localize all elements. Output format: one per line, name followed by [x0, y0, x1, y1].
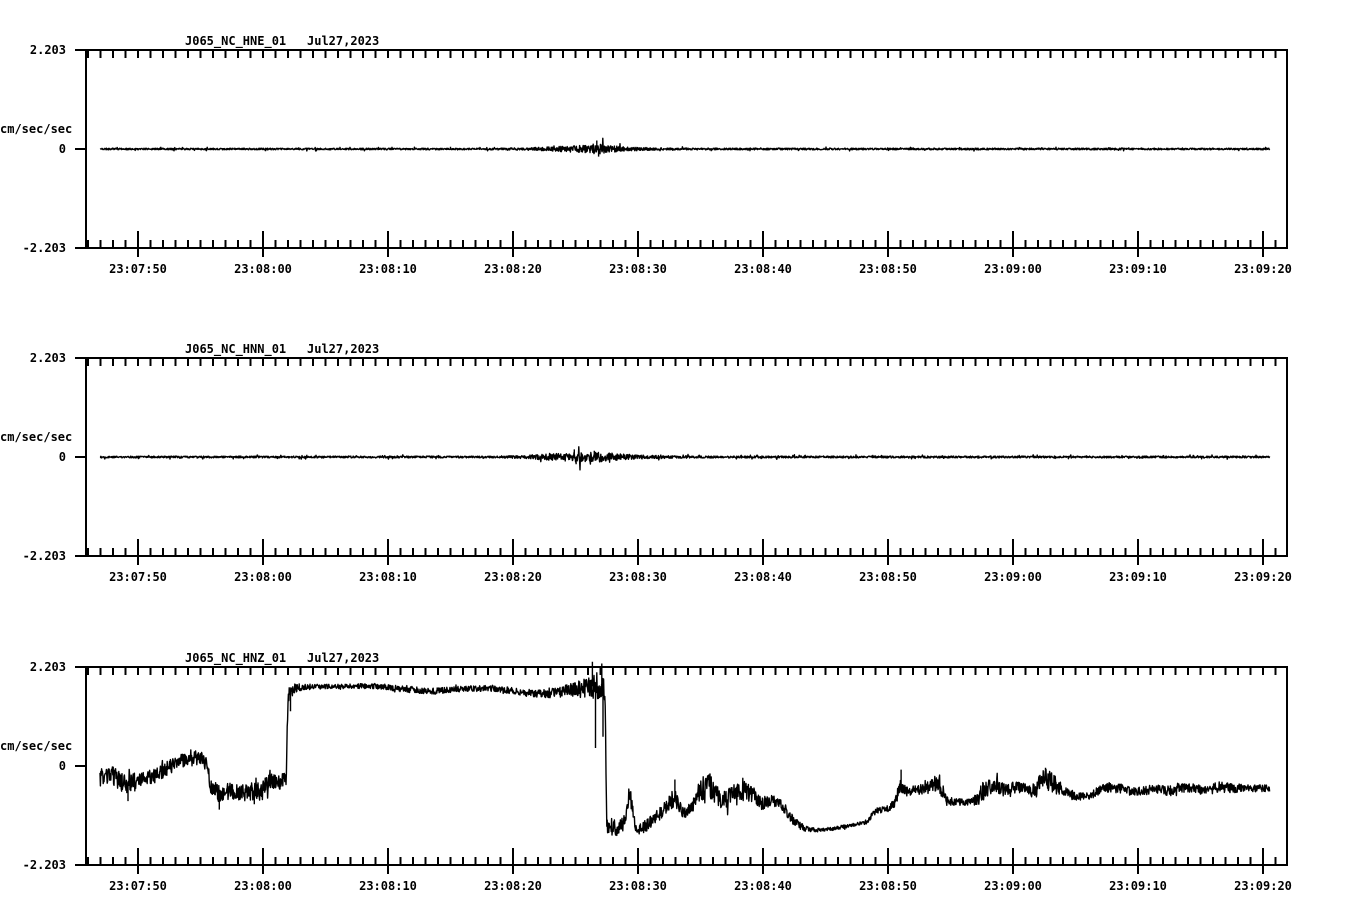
x-tick-label: 23:08:40 [734, 879, 792, 893]
x-tick-label: 23:07:50 [109, 262, 167, 276]
x-tick-label: 23:08:50 [859, 570, 917, 584]
y-tick-label-zero: 0 [58, 142, 66, 156]
seismogram-plot-hnz: J065_NC_HNZ_01 Jul27,2023 2.203 cm/sec/s… [0, 650, 1358, 896]
x-tick-label: 23:08:30 [609, 570, 667, 584]
x-tick-label: 23:08:00 [234, 262, 292, 276]
y-tick-label-zero: 0 [58, 759, 66, 773]
x-tick-label: 23:08:20 [484, 879, 542, 893]
y-tick-label-max: 2.203 [29, 43, 66, 57]
seismogram-plot-hne: J065_NC_HNE_01 Jul27,2023 2.203 cm/sec/s… [0, 33, 1358, 279]
waveform-canvas-hnn [75, 357, 1288, 565]
x-tick-label: 23:08:10 [359, 570, 417, 584]
waveform-canvas-hnz [75, 661, 1288, 874]
plot-title-date: Jul27,2023 [307, 651, 380, 665]
x-tick-label: 23:08:00 [234, 879, 292, 893]
x-tick-label: 23:09:20 [1234, 570, 1292, 584]
y-tick-label-min: -2.203 [22, 858, 66, 872]
y-tick-label-max: 2.203 [29, 660, 66, 674]
x-tick-label: 23:08:30 [609, 879, 667, 893]
x-tick-label: 23:09:00 [984, 262, 1042, 276]
plot-title-station: J065_NC_HNN_01 [185, 342, 287, 356]
x-tick-label: 23:09:20 [1234, 262, 1292, 276]
plot-title-date: Jul27,2023 [307, 342, 380, 356]
seismogram-plot-hnn: J065_NC_HNN_01 Jul27,2023 2.203 cm/sec/s… [0, 341, 1358, 587]
x-tick-label: 23:09:10 [1109, 262, 1167, 276]
x-tick-label: 23:08:20 [484, 570, 542, 584]
x-tick-label: 23:07:50 [109, 570, 167, 584]
y-axis-unit-label: cm/sec/sec [0, 739, 73, 753]
y-tick-label-max: 2.203 [29, 351, 66, 365]
x-tick-label: 23:08:00 [234, 570, 292, 584]
x-tick-label: 23:08:40 [734, 570, 792, 584]
x-tick-label: 23:08:10 [359, 262, 417, 276]
x-tick-label: 23:08:50 [859, 262, 917, 276]
x-tick-label: 23:08:40 [734, 262, 792, 276]
x-tick-label: 23:07:50 [109, 879, 167, 893]
x-tick-label: 23:09:00 [984, 570, 1042, 584]
plot-title-station: J065_NC_HNE_01 [185, 34, 287, 48]
x-tick-label: 23:09:20 [1234, 879, 1292, 893]
x-tick-label: 23:08:10 [359, 879, 417, 893]
plot-title-station: J065_NC_HNZ_01 [185, 651, 287, 665]
y-tick-label-zero: 0 [58, 450, 66, 464]
y-tick-label-min: -2.203 [22, 241, 66, 255]
y-tick-label-min: -2.203 [22, 549, 66, 563]
x-tick-label: 23:08:20 [484, 262, 542, 276]
x-tick-label: 23:09:00 [984, 879, 1042, 893]
x-tick-label: 23:09:10 [1109, 570, 1167, 584]
y-axis-unit-label: cm/sec/sec [0, 430, 73, 444]
x-tick-label: 23:09:10 [1109, 879, 1167, 893]
x-tick-label: 23:08:50 [859, 879, 917, 893]
y-axis-unit-label: cm/sec/sec [0, 122, 73, 136]
plot-title-date: Jul27,2023 [307, 34, 380, 48]
waveform-canvas-hne [75, 49, 1288, 257]
x-tick-label: 23:08:30 [609, 262, 667, 276]
